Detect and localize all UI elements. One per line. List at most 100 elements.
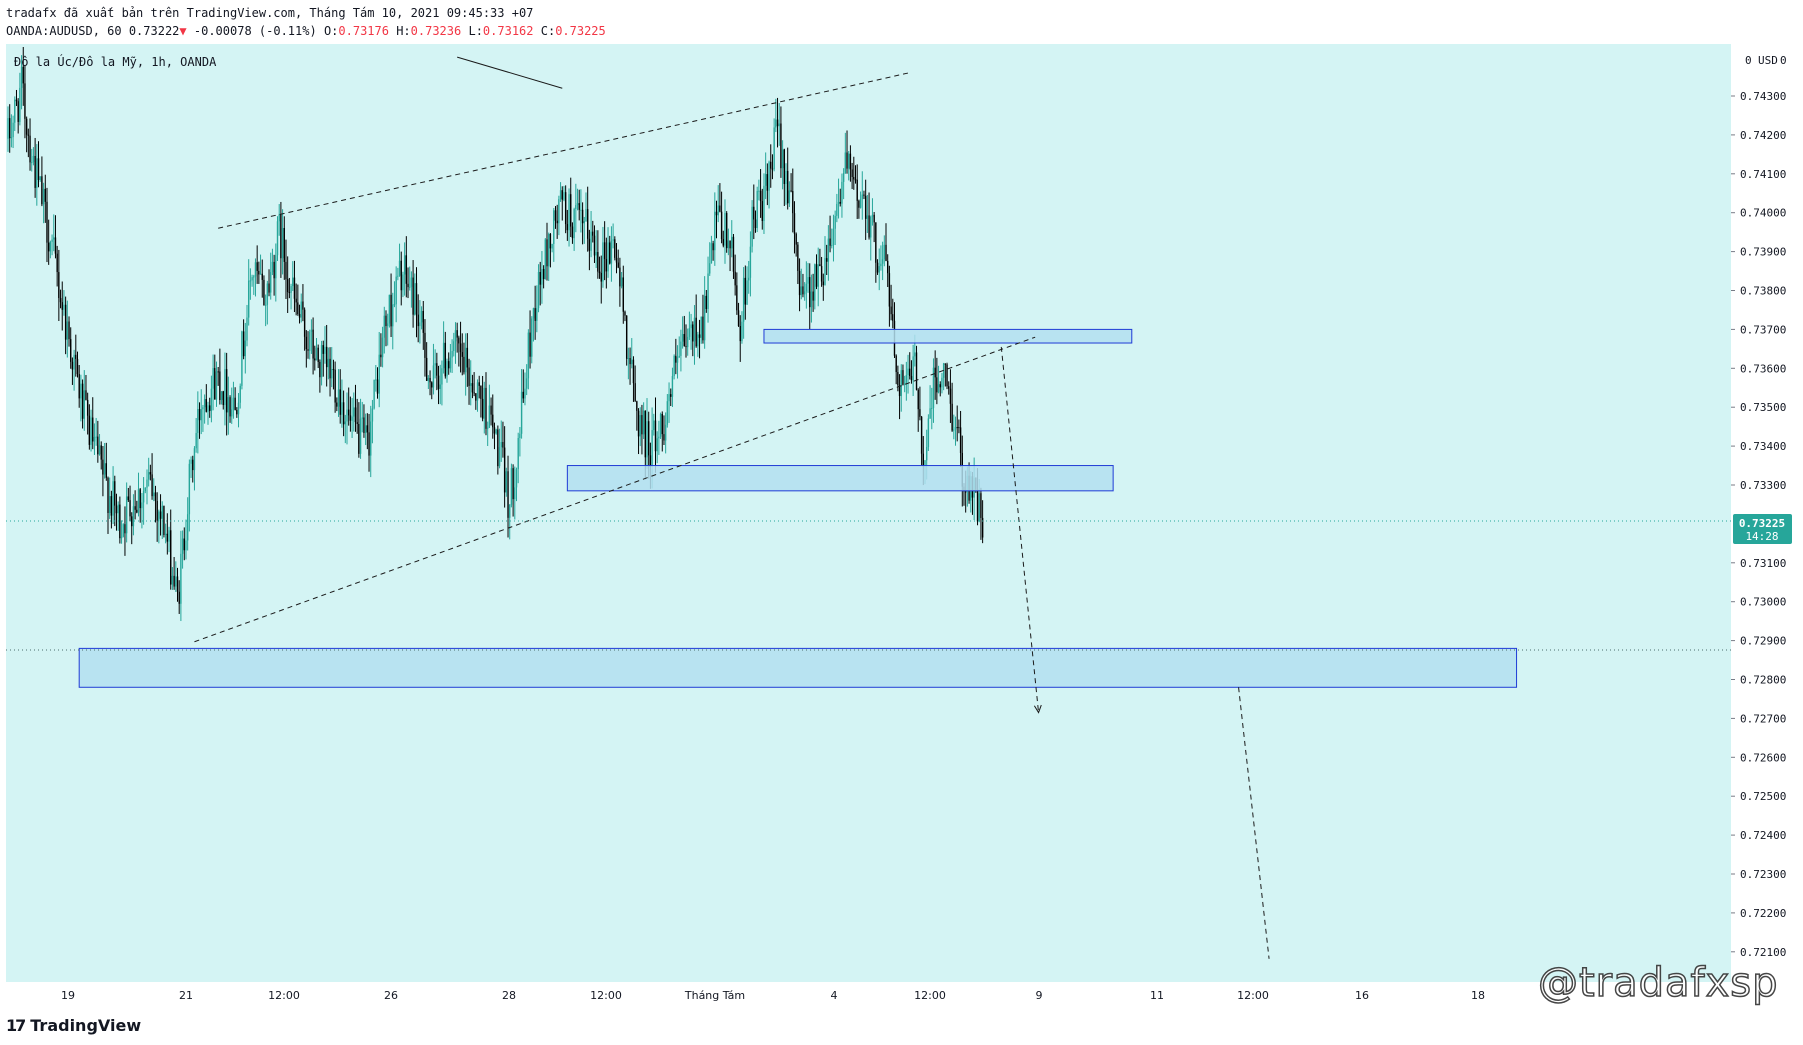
candle-body [763,185,765,221]
trendline[interactable] [1000,346,1040,713]
candle-body [347,409,350,416]
candle-body [12,122,14,138]
candle-body [634,383,636,402]
candle-body [803,291,806,295]
candle-body [559,190,562,200]
candle-body [331,369,333,379]
candle-body [586,209,589,239]
candle-body [573,209,575,239]
candle-body [741,321,743,342]
candle-body [305,336,308,350]
candle-body [785,170,787,185]
x-tick-label: 16 [1355,989,1369,1002]
candle-body [895,355,897,373]
candle-body [727,240,730,249]
price-zone-rect[interactable] [566,465,1114,492]
trendline[interactable] [1238,687,1270,959]
candle-body [203,399,206,408]
candle-body [431,382,433,388]
candle-body [887,260,889,274]
tradingview-mark-icon: 𝟭𝟳 [6,1016,26,1035]
candle-body [932,367,935,408]
candle-body [478,382,480,386]
candle-body [436,363,438,376]
candle-body [614,239,616,258]
candle-body [598,271,601,273]
candle-body [841,181,843,204]
candle-body [731,236,733,249]
candle-body [458,337,460,344]
candle-body [766,174,769,191]
y-tick-label: 0.74200 [1740,129,1786,142]
candle-body [424,332,426,358]
candle-body [193,448,196,471]
candle-body [288,292,291,294]
candle-body [273,261,275,279]
plot-area[interactable] [6,44,1731,982]
candle-body [480,385,482,399]
candle-body [820,266,823,282]
x-tick-label: 12:00 [268,989,300,1002]
price-zone-rect[interactable] [78,647,1518,688]
candle-body [756,191,758,229]
candle-body [825,258,828,262]
candle-body [909,368,911,377]
candle-body [520,391,523,434]
candle-body [619,267,621,287]
candle-body [873,214,875,223]
candle-body [31,162,33,164]
candle-body [78,374,80,399]
candle-body [612,239,614,241]
candle-body [63,304,65,310]
candle-body [186,514,189,541]
candle-body [214,368,216,400]
close-label: C: [540,24,556,38]
candle-body [885,244,887,261]
candle-body [132,506,135,527]
candle-body [266,283,269,305]
candle-body [95,436,97,438]
candle-body [881,259,884,264]
candle-body [181,538,184,554]
trendline[interactable] [457,56,563,89]
candle-body [536,308,538,321]
candle-body [737,310,740,327]
candle-body [17,101,19,122]
candle-body [653,420,655,431]
candle-body [439,384,441,389]
candle-body [207,405,209,412]
candle-body [73,354,75,370]
candle-body [124,524,126,534]
candle-body [151,474,153,497]
candle-body [531,318,533,357]
x-tick-label: 28 [502,989,516,1002]
candle-body [202,407,204,410]
candle-body [502,442,504,448]
y-tick-label: 0.73800 [1740,285,1786,298]
down-arrow-icon: ▼ [179,24,187,38]
candle-body [790,190,792,192]
candle-body [236,410,238,415]
high-label: H: [396,24,411,38]
price-zone-rect[interactable] [763,328,1133,344]
trendline[interactable] [218,72,910,229]
candle-body [86,399,89,416]
candle-body [534,308,536,321]
price-axis[interactable] [1731,44,1799,982]
candle-body [231,409,233,417]
candle-body [298,314,301,318]
candle-body [47,242,50,252]
candle-body [488,405,491,428]
candlestick-series [7,47,984,622]
candle-body [703,295,706,341]
candle-body [356,422,358,424]
candle-body [414,283,416,315]
candle-body [142,490,145,503]
candle-body [373,379,375,409]
candle-body [681,334,684,342]
candle-body [173,575,175,587]
candle-body [441,368,443,385]
candle-body [800,286,802,296]
candle-body [553,210,555,244]
